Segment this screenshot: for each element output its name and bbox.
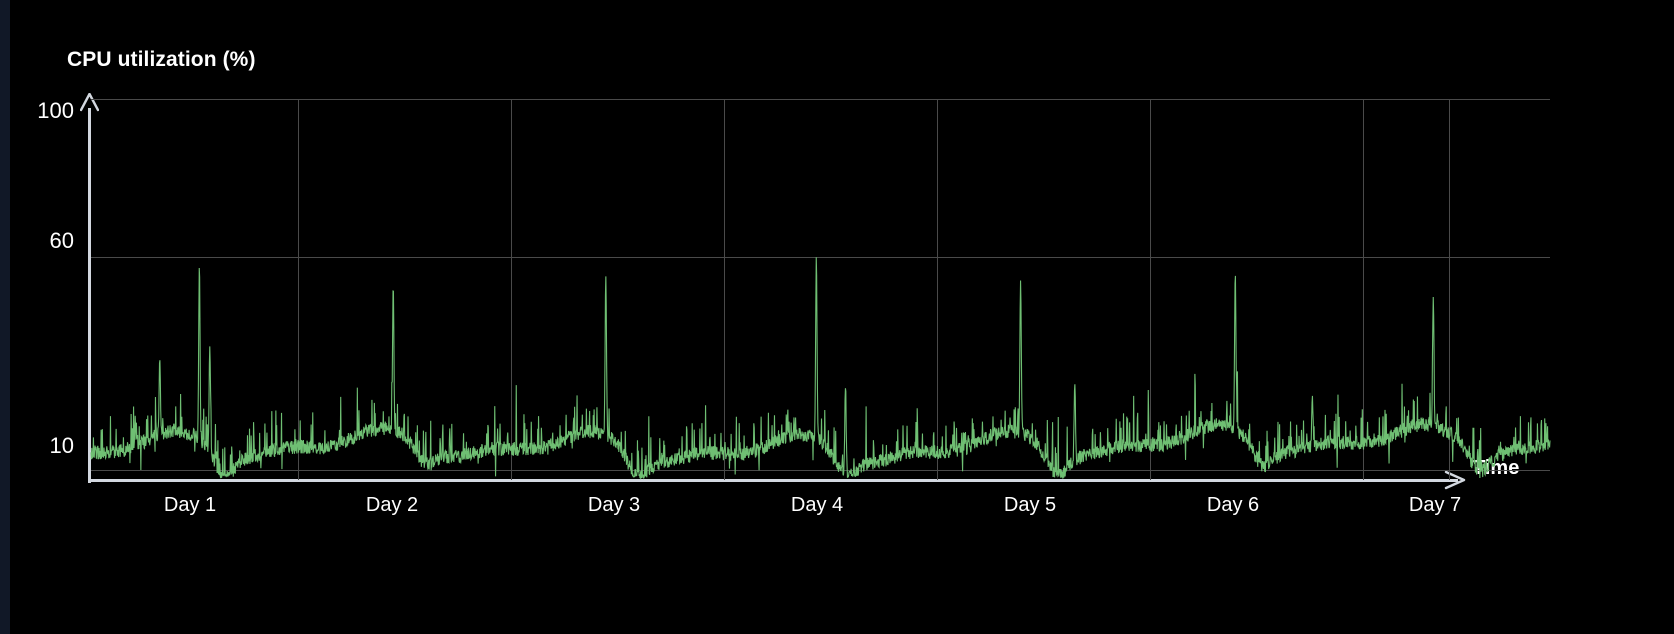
x-axis-tick-day-5: Day 5	[1003, 494, 1057, 516]
y-axis-tick-100: 100	[37, 98, 74, 123]
gridline-vertical-3	[724, 99, 725, 480]
gridline-horizontal-10	[91, 470, 1550, 471]
gridline-horizontal-60	[91, 257, 1550, 258]
plot-area	[91, 99, 1550, 480]
gridline-vertical-7	[1449, 99, 1450, 480]
y-axis-line	[88, 108, 91, 483]
gridline-vertical-5	[1150, 99, 1151, 480]
cpu-utilization-series	[91, 99, 1550, 480]
left-gutter-strip	[0, 0, 10, 634]
gridline-vertical-1	[298, 99, 299, 480]
y-axis-arrow-icon	[80, 93, 99, 112]
gridline-horizontal-top	[91, 99, 1550, 100]
x-axis-tick-day-2: Day 2	[365, 494, 419, 516]
x-axis-tick-day-7: Day 7	[1408, 494, 1462, 516]
y-axis-tick-10: 10	[49, 433, 74, 458]
gridline-vertical-6	[1363, 99, 1364, 480]
x-axis-tick-day-4: Day 4	[790, 494, 844, 516]
page-title: CPU utilization (%)	[67, 48, 256, 71]
gridline-vertical-2	[511, 99, 512, 480]
x-axis-tick-day-3: Day 3	[587, 494, 641, 516]
y-axis-tick-60: 60	[49, 228, 74, 253]
gridline-vertical-4	[937, 99, 938, 480]
x-axis-tick-day-6: Day 6	[1206, 494, 1260, 516]
x-axis-line	[88, 479, 1458, 482]
x-axis-tick-day-1: Day 1	[163, 494, 217, 516]
